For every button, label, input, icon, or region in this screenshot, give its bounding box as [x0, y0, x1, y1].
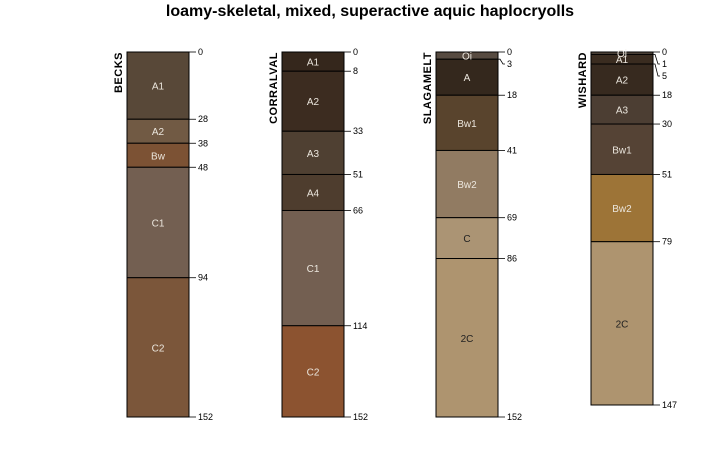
depth-tick-label: 0 [662, 47, 667, 57]
depth-tick-label: 28 [198, 114, 208, 124]
depth-tick-label: 8 [353, 66, 358, 76]
depth-tick-label: 18 [662, 90, 672, 100]
depth-tick-label: 51 [353, 169, 363, 179]
horizon-label: A2 [152, 127, 165, 138]
depth-tick-label: 3 [507, 59, 512, 69]
depth-tick [653, 54, 660, 65]
depth-tick-label: 147 [662, 400, 677, 410]
horizon-label: A1 [616, 55, 629, 66]
horizon-c1 [126, 166, 190, 279]
horizon-c [435, 217, 499, 260]
depth-tick-label: 33 [353, 126, 363, 136]
profile-becks: A1 A2 Bw C1 C2 0 28 38 48 94 152 BECKS [113, 47, 213, 422]
depth-tick-label: 1 [662, 59, 667, 69]
chart-title: loamy-skeletal, mixed, superactive aquic… [166, 3, 574, 20]
depth-tick [653, 63, 660, 77]
depth-tick-label: 0 [507, 47, 512, 57]
horizon-a4 [281, 173, 345, 211]
depth-tick-label: 30 [662, 119, 672, 129]
horizon-a2 [126, 118, 190, 144]
horizon-label: A2 [616, 76, 629, 87]
horizon-label: C [463, 234, 470, 245]
depth-tick-label: 79 [662, 237, 672, 247]
horizon-a1 [126, 51, 190, 120]
depth-tick-label: 66 [353, 205, 363, 215]
horizon-label: 2C [616, 319, 629, 330]
horizon-label: Oi [617, 49, 627, 60]
profile-name: BECKS [113, 52, 125, 93]
horizon-a3 [281, 130, 345, 175]
horizon-label: Bw1 [612, 145, 632, 156]
horizon-label: Bw2 [457, 180, 477, 191]
depth-tick [498, 58, 505, 65]
profile-corralval: A1 A2 A3 A4 C1 C2 0 8 33 51 66 114 152 CORRALVAL [268, 47, 368, 422]
depth-tick-label: 152 [198, 412, 213, 422]
horizon-bw2 [590, 173, 654, 243]
depth-tick-label: 0 [353, 47, 358, 57]
depth-tick-label: 51 [662, 169, 672, 179]
horizon-label: A2 [307, 97, 320, 108]
horizon-label: Oi [462, 52, 472, 63]
horizon-c1 [281, 209, 345, 327]
depth-tick-label: 0 [198, 47, 203, 57]
horizon-label: A [464, 73, 471, 84]
depth-tick-label: 5 [662, 71, 667, 81]
depth-tick-label: 38 [198, 138, 208, 148]
horizon-bw2 [435, 149, 499, 219]
horizon-bw1 [590, 123, 654, 175]
profile-name: CORRALVAL [268, 52, 280, 124]
depth-tick-label: 152 [507, 412, 522, 422]
horizon-label: C1 [152, 218, 165, 229]
horizon-2c [435, 258, 499, 418]
depth-tick-label: 41 [507, 145, 517, 155]
horizon-label: A1 [307, 58, 320, 69]
depth-tick-label: 94 [198, 273, 208, 283]
horizon-label: Bw2 [612, 204, 632, 215]
horizon-a [435, 58, 499, 96]
depth-tick-label: 114 [353, 321, 367, 331]
horizon-label: C2 [152, 343, 165, 354]
depth-tick-label: 86 [507, 254, 517, 264]
profile-slagamelt: Oi A Bw1 Bw2 C 2C 0 3 18 41 69 86 152 SLAGAMELT [422, 47, 522, 422]
depth-tick-label: 18 [507, 90, 517, 100]
horizon-2c [590, 241, 654, 406]
horizon-label: C2 [307, 367, 320, 378]
horizon-c2 [126, 277, 190, 418]
horizon-label: A3 [307, 149, 320, 160]
depth-tick-label: 69 [507, 213, 517, 223]
horizon-c2 [281, 325, 345, 418]
horizon-label: Bw1 [457, 119, 477, 130]
depth-tick-label: 152 [353, 412, 368, 422]
depth-tick-label: 48 [198, 162, 208, 172]
horizon-label: Bw [151, 151, 166, 162]
horizon-bw1 [435, 94, 499, 151]
horizon-label: C1 [307, 264, 320, 275]
horizon-a2 [281, 70, 345, 132]
horizon-label: A3 [616, 106, 629, 117]
horizon-label: A4 [307, 188, 320, 199]
profile-name: WISHARD [577, 52, 589, 108]
profile-name: SLAGAMELT [422, 52, 434, 124]
horizon-label: 2C [461, 334, 474, 345]
horizon-label: A1 [152, 82, 165, 93]
